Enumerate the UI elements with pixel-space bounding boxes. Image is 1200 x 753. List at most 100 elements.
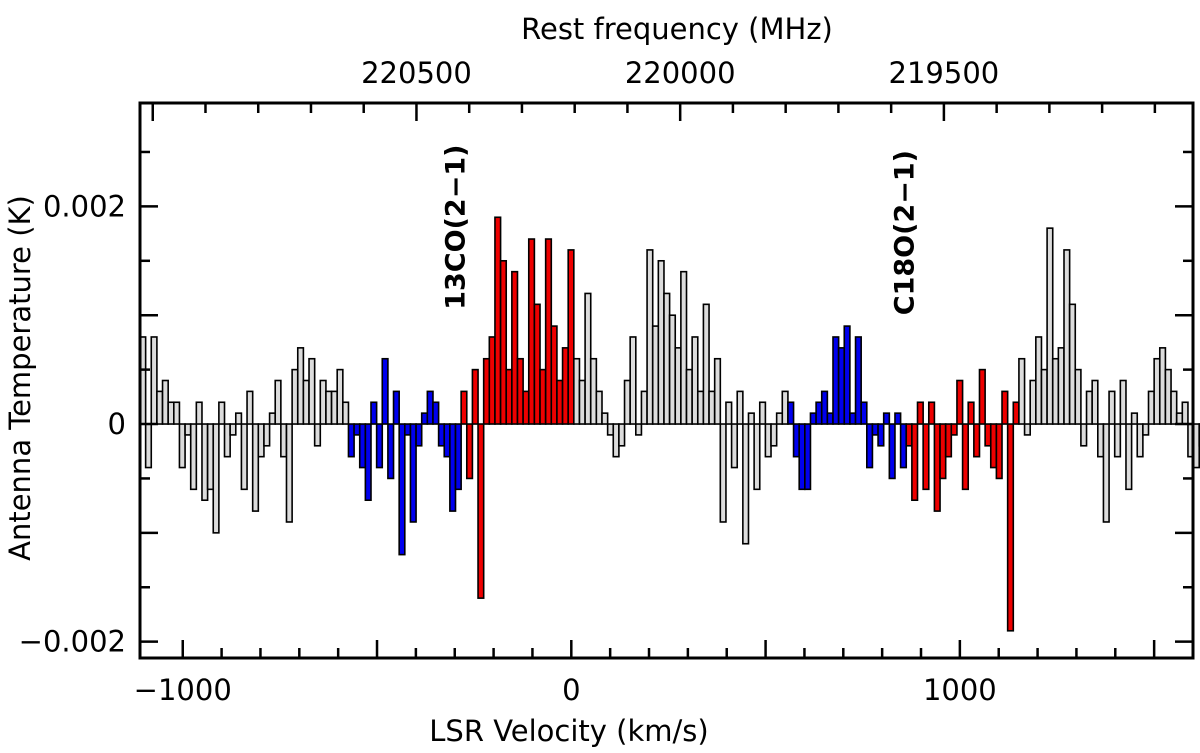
x-axis-title: LSR Velocity (km/s) — [429, 714, 708, 748]
spectrum-bar — [420, 412, 429, 425]
spectrum-bar — [820, 390, 829, 425]
y-axis-title: Antenna Temperature (K) — [3, 195, 37, 561]
spectrum-bar — [550, 325, 558, 425]
spectrum-bar — [950, 423, 958, 436]
spectrum-bar — [1006, 423, 1015, 632]
spectrum-bar — [866, 423, 874, 469]
spectrum-bar — [1063, 249, 1071, 425]
spectrum-bar — [1068, 303, 1077, 425]
spectrum-bar — [1051, 357, 1060, 425]
spectrum-bar — [251, 423, 260, 512]
spectrum-bar — [1074, 368, 1082, 425]
spectrum-bar — [488, 336, 496, 425]
spectrum-bar — [1046, 227, 1054, 425]
spectrum-bar — [719, 423, 727, 523]
spectrum-bar — [330, 390, 338, 425]
spectrum-bar — [325, 390, 333, 425]
spectrum-bar — [646, 249, 654, 425]
spectrum-bar — [1158, 347, 1167, 425]
spectrum-bar — [905, 423, 913, 447]
spectrum-bar — [409, 423, 417, 523]
spectrum-bar — [978, 368, 986, 425]
spectrum-bar — [426, 390, 434, 425]
spectrum-bar — [342, 401, 350, 425]
spectrum-bar — [443, 423, 451, 458]
spectrum-bar — [770, 423, 778, 447]
y-tick-label: −0.002 — [19, 625, 126, 659]
spectrum-bar — [392, 390, 400, 425]
spectrum-bar — [454, 423, 462, 491]
spectrum-bar — [623, 379, 631, 425]
spectrum-bar — [618, 423, 626, 447]
spectrum-bar — [375, 423, 384, 469]
spectrum-bar — [775, 412, 784, 425]
spectrum-bar — [674, 347, 682, 425]
spectrum-bar — [150, 336, 158, 425]
spectrum-bar — [1097, 423, 1105, 458]
top-tick-label: 219500 — [889, 56, 1000, 90]
spectrum-bar — [871, 423, 879, 436]
spectrum-bar — [437, 423, 446, 447]
spectrum-bar — [223, 423, 231, 458]
line-annotation-label: C18O(2−1) — [890, 150, 921, 315]
spectrum-bar — [629, 336, 637, 425]
spectrum-bar — [358, 423, 367, 469]
spectrum-bar — [1057, 347, 1065, 425]
spectrum-bar — [747, 412, 755, 425]
spectrum-bar — [291, 368, 299, 425]
spectrum-bar — [167, 401, 175, 425]
spectrum-bar — [477, 423, 485, 599]
spectrum-bar — [680, 270, 688, 425]
spectrum-bar — [595, 390, 603, 425]
spectrum-bar — [826, 412, 834, 425]
spectrum-bar — [736, 390, 744, 425]
spectrum-bar — [696, 390, 705, 425]
spectrum-bar — [758, 401, 767, 425]
spectrum-bar — [212, 423, 220, 534]
spectrum-bar — [561, 347, 569, 425]
spectrum-bar — [877, 423, 885, 447]
spectrum-bar — [764, 423, 772, 458]
spectrum-bar — [1142, 423, 1150, 436]
spectrum-bar — [302, 379, 310, 425]
spectrum-bar — [663, 292, 671, 425]
spectrum-bar — [398, 423, 406, 556]
spectrum-bar — [432, 401, 440, 425]
spectrum-bar — [578, 379, 586, 425]
spectrum-bar — [584, 292, 592, 425]
spectrum-bar — [1108, 390, 1116, 425]
spectrum-bar — [544, 238, 553, 425]
spectrum-bar — [184, 423, 192, 436]
spectrum-bar — [832, 336, 840, 425]
spectrum-bar — [995, 423, 1003, 480]
spectrum-bar — [1080, 423, 1088, 447]
spectrum-bar — [285, 423, 293, 523]
spectrum-bar — [539, 368, 547, 425]
top-tick-label: 220500 — [361, 56, 472, 90]
spectrum-bar — [708, 390, 716, 425]
spectrum-bar — [916, 401, 924, 425]
spectrum-bar — [1023, 423, 1031, 436]
spectrum-bar — [973, 423, 981, 458]
spectrum-bar — [911, 423, 919, 502]
spectrum-bar — [173, 401, 181, 425]
spectrum-bar — [1001, 390, 1009, 425]
spectrum-bar — [482, 357, 491, 425]
spectrum-bar — [742, 423, 750, 545]
spectrum-bar — [657, 259, 665, 425]
spectrum-bar — [888, 423, 896, 480]
spectrum-bar — [1153, 357, 1161, 425]
spectrum-bar — [280, 423, 288, 458]
spectrum-bar — [1175, 412, 1184, 425]
spectrum-bar — [753, 423, 761, 491]
spectrum-bar — [815, 401, 823, 425]
spectrum-bar — [494, 216, 502, 425]
spectrum-bar — [274, 379, 282, 425]
spectrum-bar — [257, 423, 265, 458]
line-annotations: 13CO(2−1) C18O(2−1) — [441, 145, 921, 316]
spectrum-bar — [899, 423, 908, 469]
spectrum-bar — [465, 423, 474, 480]
spectrum-bar — [989, 423, 998, 469]
spectrum-bar — [685, 368, 693, 425]
